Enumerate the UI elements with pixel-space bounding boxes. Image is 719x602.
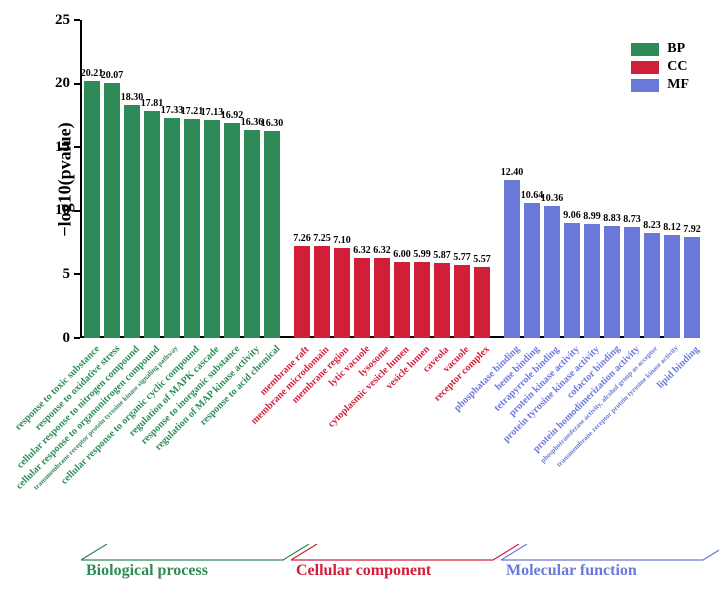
y-tick-label: 15 [44,139,70,156]
bar-value: 8.83 [603,213,621,224]
bar-value: 8.99 [583,211,601,222]
bar-value: 7.10 [333,235,351,246]
bar-value: 5.77 [453,252,471,263]
bar-value: 8.73 [623,214,641,225]
bar-value: 7.26 [293,233,311,244]
bar-mf [624,227,640,338]
bar-mf [604,226,620,338]
y-tick-label: 0 [44,330,70,347]
bar-value: 6.32 [353,245,371,256]
bar-label: lipid binding [655,344,702,391]
bar-value: 5.57 [473,254,491,265]
bar-bp [184,119,200,338]
bar-cc [414,262,430,338]
bar-cc [474,267,490,338]
bar-bp [124,105,140,338]
bar-value: 10.36 [541,193,564,204]
y-tick-label: 25 [44,12,70,29]
bar-value: 8.12 [663,222,681,233]
y-tick-label: 20 [44,75,70,92]
bar-value: 7.25 [313,233,331,244]
y-tick-label: 10 [44,202,70,219]
bar-value: 16.30 [261,118,284,129]
bar-mf [544,206,560,338]
bar-bp [164,118,180,338]
group-bracket-cc [291,544,523,562]
bar-mf [524,203,540,338]
bar-mf [664,235,680,338]
bar-value: 6.00 [393,249,411,260]
legend-item: MF [631,78,689,92]
bar-value: 6.32 [373,245,391,256]
legend-swatch [631,61,659,74]
bar-value: 5.87 [433,250,451,261]
bar-cc [294,246,310,338]
group-bracket-mf [501,544,719,562]
group-label-bp: Biological process [86,562,208,580]
bar-cc [314,246,330,338]
group-bracket-bp [81,544,313,562]
y-tick-mark [74,83,80,85]
plot-area: 051015202520.21response to toxic substan… [80,20,680,338]
bar-mf [584,224,600,338]
bar-value: 7.92 [683,224,701,235]
bar-cc [394,262,410,338]
bar-mf [644,233,660,338]
legend-item: BP [631,42,689,56]
bar-bp [84,81,100,338]
legend-label: MF [667,78,689,92]
bar-value: 9.06 [563,210,581,221]
bar-cc [334,248,350,338]
legend-item: CC [631,60,689,74]
bar-cc [454,265,470,338]
bar-value: 12.40 [501,167,524,178]
group-label-cc: Cellular component [296,562,431,580]
bar-value: 20.07 [101,70,124,81]
bar-mf [564,223,580,338]
bar-bp [144,111,160,338]
bar-value: 5.99 [413,249,431,260]
bar-bp [244,130,260,338]
y-tick-mark [74,19,80,21]
y-tick-mark [74,210,80,212]
y-tick-label: 5 [44,266,70,283]
legend: BP CC MF [631,42,689,96]
bar-cc [434,263,450,338]
legend-swatch [631,79,659,92]
legend-label: CC [667,60,687,74]
legend-label: BP [667,42,685,56]
bar-bp [264,131,280,338]
bar-cc [374,258,390,338]
bar-value: 8.23 [643,220,661,231]
group-label-mf: Molecular function [506,562,637,580]
bar-bp [204,120,220,338]
bar-mf [504,180,520,338]
y-tick-mark [74,337,80,339]
y-tick-mark [74,273,80,275]
bar-bp [224,123,240,338]
bar-bp [104,83,120,338]
legend-swatch [631,43,659,56]
y-tick-mark [74,146,80,148]
bar-cc [354,258,370,338]
bar-mf [684,237,700,338]
go-enrichment-chart: −log10(pvalue) 051015202520.21response t… [0,0,719,602]
